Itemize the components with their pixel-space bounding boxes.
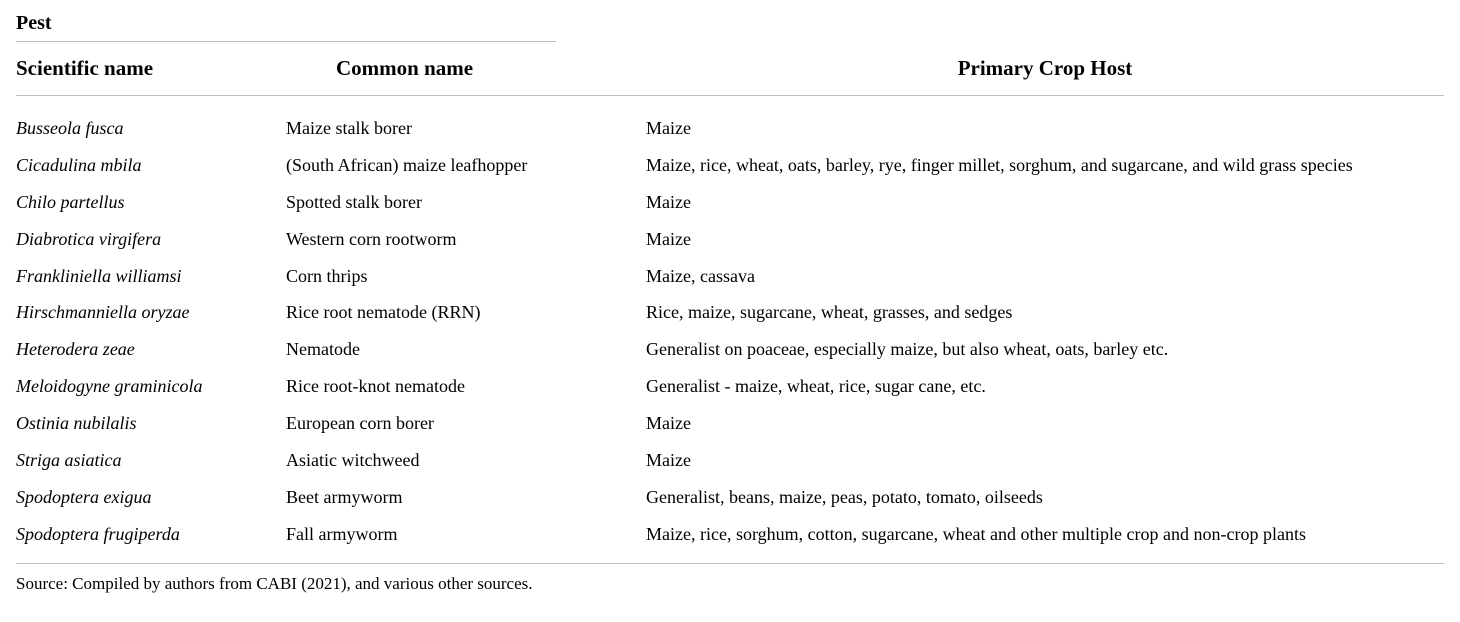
- col-header-common: Common name: [286, 56, 646, 81]
- table-row: Striga asiaticaAsiatic witchweedMaize: [16, 442, 1444, 479]
- cell-scientific: Busseola fusca: [16, 110, 286, 147]
- cell-scientific: Cicadulina mbila: [16, 147, 286, 184]
- cell-host: Maize: [646, 184, 1444, 221]
- cell-scientific: Frankliniella williamsi: [16, 258, 286, 295]
- cell-host: Rice, maize, sugarcane, wheat, grasses, …: [646, 294, 1444, 331]
- cell-common: Fall armyworm: [286, 516, 646, 553]
- column-headers: Scientific name Common name Primary Crop…: [16, 42, 1444, 95]
- cell-host: Maize: [646, 110, 1444, 147]
- cell-scientific: Meloidogyne graminicola: [16, 368, 286, 405]
- cell-host: Maize, rice, wheat, oats, barley, rye, f…: [646, 147, 1444, 184]
- cell-host: Generalist, beans, maize, peas, potato, …: [646, 479, 1444, 516]
- cell-host: Maize: [646, 442, 1444, 479]
- table-row: Spodoptera frugiperdaFall armywormMaize,…: [16, 516, 1444, 553]
- cell-common: Maize stalk borer: [286, 110, 646, 147]
- pest-header: Pest: [16, 12, 1444, 41]
- cell-common: Rice root-knot nematode: [286, 368, 646, 405]
- cell-host: Maize: [646, 405, 1444, 442]
- table-row: Spodoptera exiguaBeet armywormGeneralist…: [16, 479, 1444, 516]
- table-row: Frankliniella williamsiCorn thripsMaize,…: [16, 258, 1444, 295]
- table-row: Chilo partellusSpotted stalk borerMaize: [16, 184, 1444, 221]
- cell-common: Asiatic witchweed: [286, 442, 646, 479]
- table-row: Meloidogyne graminicolaRice root-knot ne…: [16, 368, 1444, 405]
- cell-common: (South African) maize leafhopper: [286, 147, 646, 184]
- cell-common: Rice root nematode (RRN): [286, 294, 646, 331]
- cell-host: Maize, rice, sorghum, cotton, sugarcane,…: [646, 516, 1444, 553]
- col-header-scientific: Scientific name: [16, 56, 286, 81]
- table-row: Ostinia nubilalisEuropean corn borerMaiz…: [16, 405, 1444, 442]
- cell-common: Nematode: [286, 331, 646, 368]
- cell-scientific: Diabrotica virgifera: [16, 221, 286, 258]
- cell-scientific: Chilo partellus: [16, 184, 286, 221]
- cell-scientific: Hirschmanniella oryzae: [16, 294, 286, 331]
- cell-host: Generalist - maize, wheat, rice, sugar c…: [646, 368, 1444, 405]
- cell-common: Western corn rootworm: [286, 221, 646, 258]
- cell-common: Corn thrips: [286, 258, 646, 295]
- cell-common: European corn borer: [286, 405, 646, 442]
- table-row: Heterodera zeaeNematodeGeneralist on poa…: [16, 331, 1444, 368]
- cell-host: Maize, cassava: [646, 258, 1444, 295]
- table-row: Hirschmanniella oryzaeRice root nematode…: [16, 294, 1444, 331]
- table-body: Busseola fuscaMaize stalk borerMaizeCica…: [16, 96, 1444, 563]
- col-header-host: Primary Crop Host: [646, 56, 1444, 81]
- cell-scientific: Spodoptera exigua: [16, 479, 286, 516]
- cell-scientific: Spodoptera frugiperda: [16, 516, 286, 553]
- table-row: Busseola fuscaMaize stalk borerMaize: [16, 110, 1444, 147]
- cell-scientific: Ostinia nubilalis: [16, 405, 286, 442]
- cell-host: Generalist on poaceae, especially maize,…: [646, 331, 1444, 368]
- cell-host: Maize: [646, 221, 1444, 258]
- table-row: Cicadulina mbila(South African) maize le…: [16, 147, 1444, 184]
- table-row: Diabrotica virgiferaWestern corn rootwor…: [16, 221, 1444, 258]
- cell-scientific: Heterodera zeae: [16, 331, 286, 368]
- source-note: Source: Compiled by authors from CABI (2…: [16, 564, 1444, 594]
- cell-common: Beet armyworm: [286, 479, 646, 516]
- cell-common: Spotted stalk borer: [286, 184, 646, 221]
- cell-scientific: Striga asiatica: [16, 442, 286, 479]
